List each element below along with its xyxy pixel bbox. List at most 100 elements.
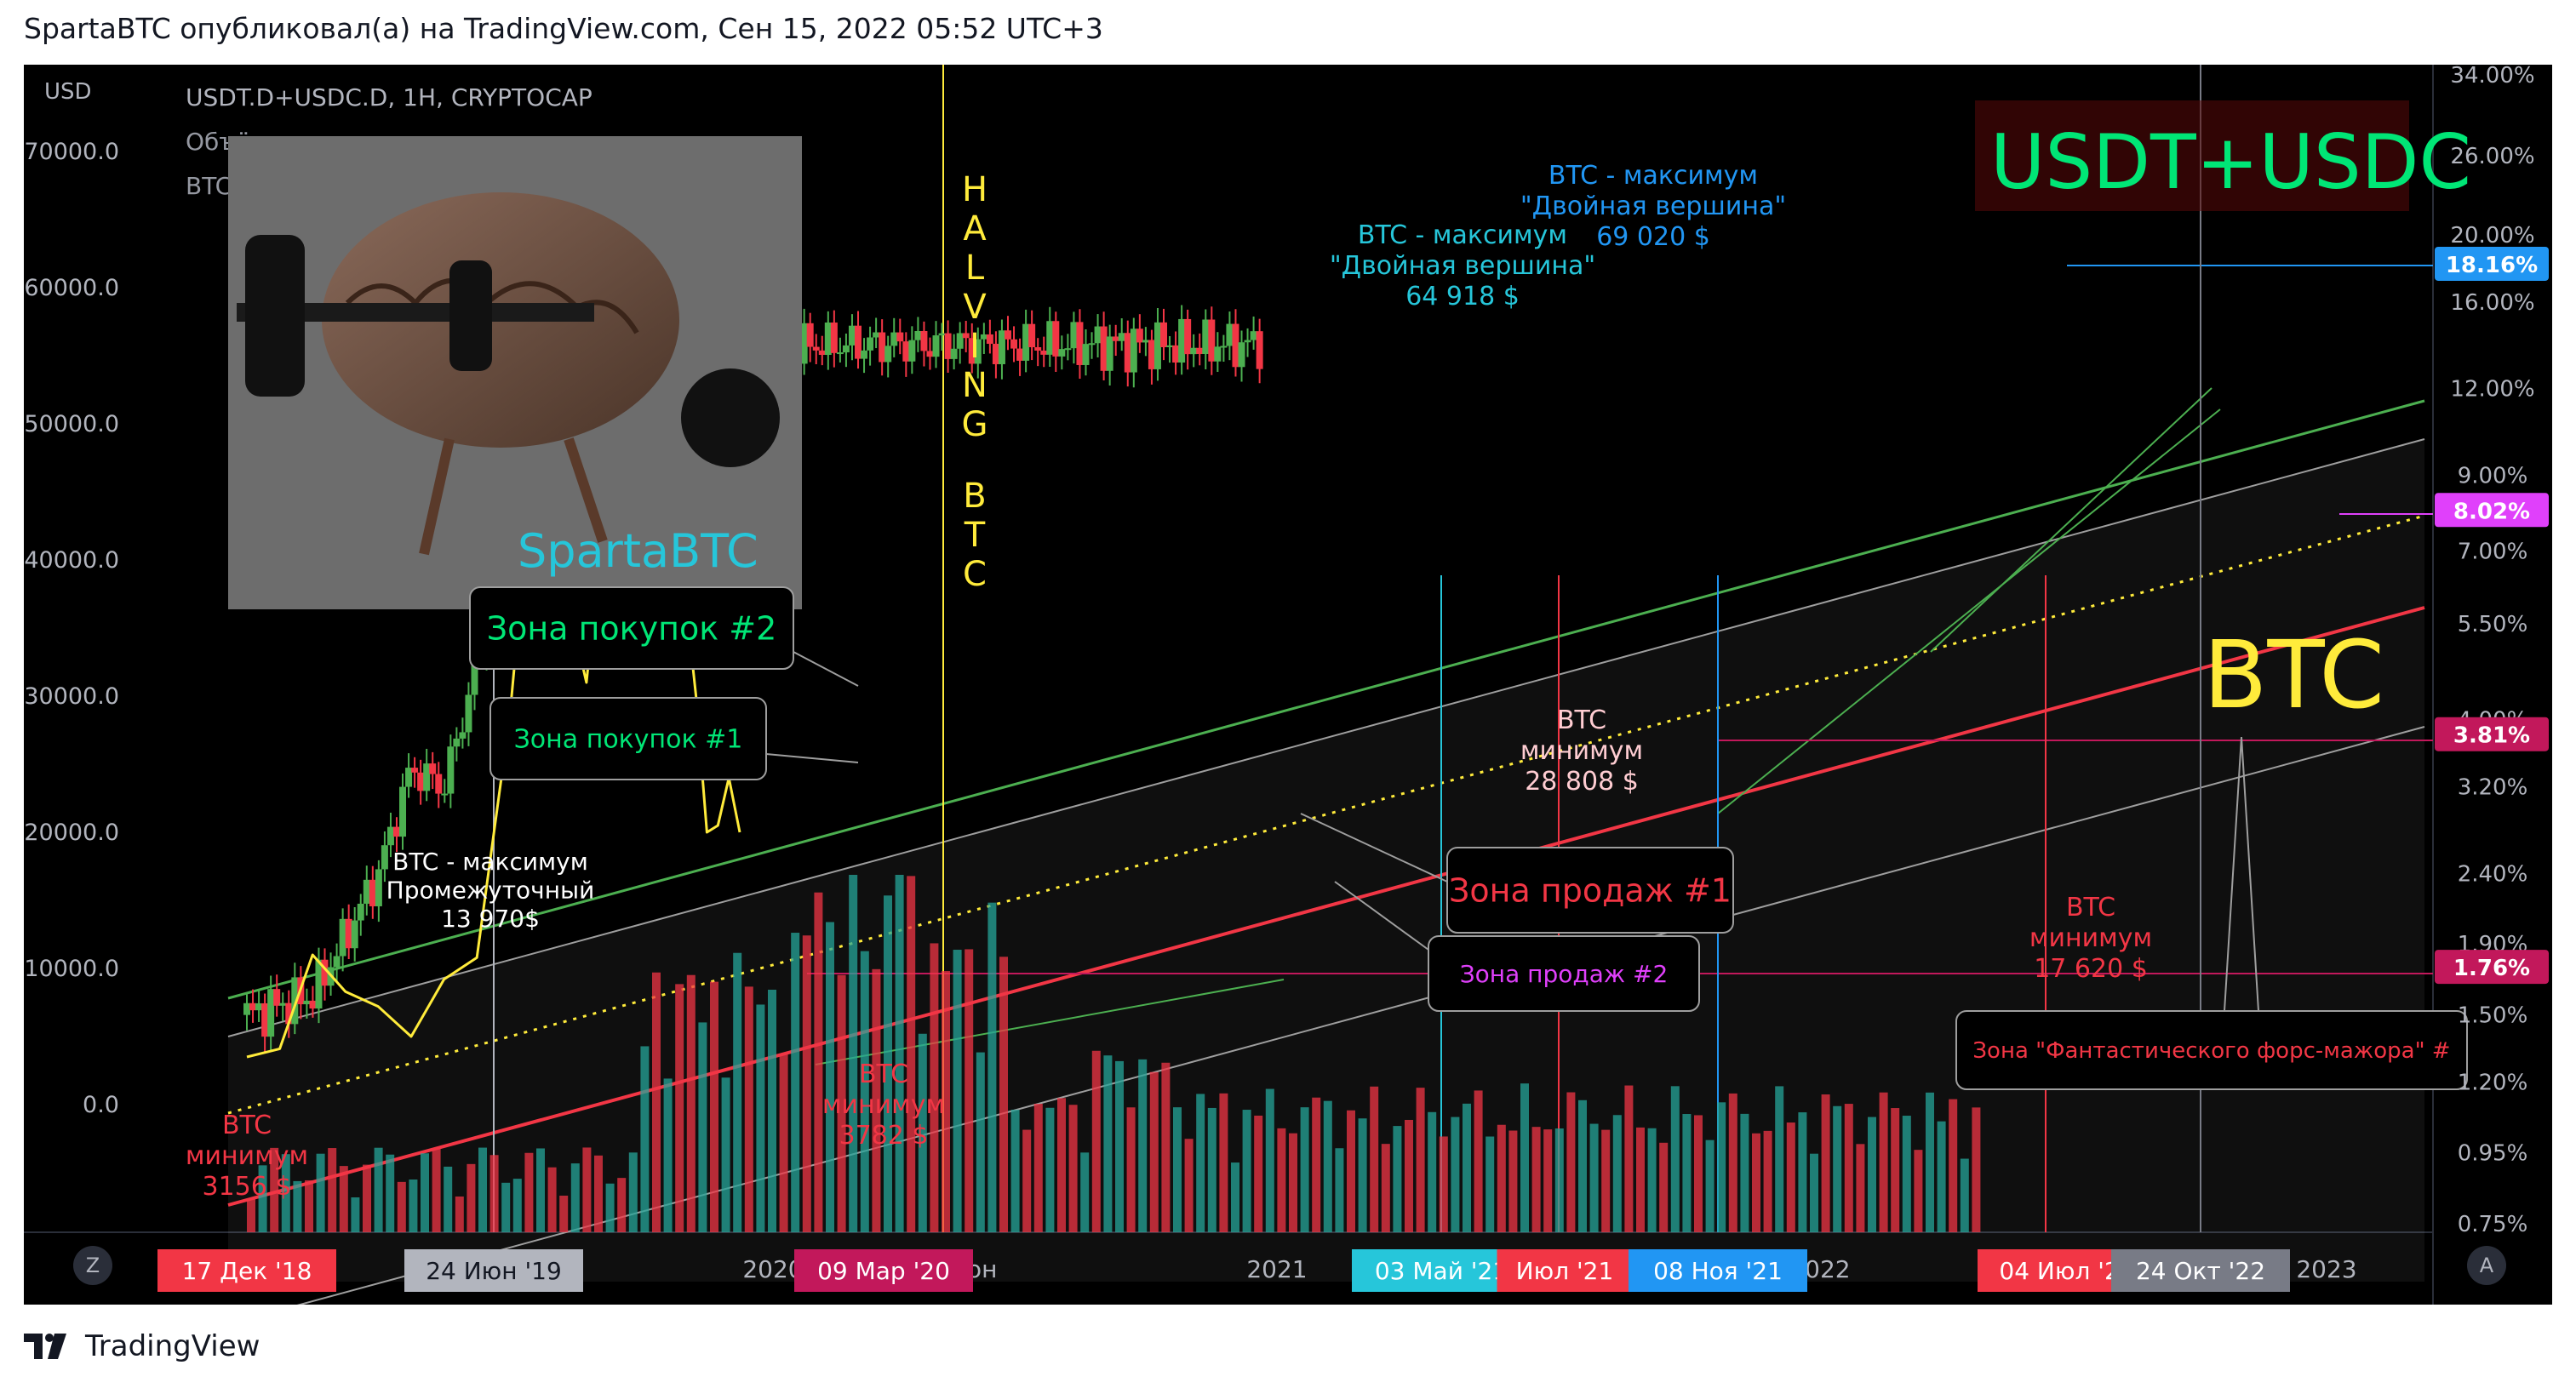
volume-bar [1926, 1092, 1934, 1232]
sell-zone-2-label: Зона продаж #2 [1460, 960, 1669, 988]
volume-bar [1752, 1133, 1760, 1232]
author-name-label: SpartaBTC [518, 524, 758, 578]
candle-body [1214, 346, 1222, 362]
usdt-title-box [1975, 100, 2409, 211]
date-tag [1497, 1249, 1633, 1292]
volume-bar [1485, 1136, 1495, 1232]
volume-bar [895, 875, 904, 1232]
btc-max-double-top-2-label: BTC - максимум [1548, 161, 1758, 191]
candle-body [267, 989, 275, 1037]
autoscale-right-button[interactable]: A [2467, 1246, 2506, 1285]
volume-bar [247, 1198, 255, 1232]
candle-body [1106, 336, 1113, 371]
volume-bar [953, 950, 962, 1232]
candle-body [914, 330, 922, 340]
volume-bar [1833, 1105, 1842, 1232]
candle-body [879, 332, 886, 363]
candle-body [974, 339, 982, 364]
volume-bar [547, 1167, 557, 1232]
volume-bar [1393, 1126, 1402, 1232]
autoscale-left-button[interactable]: Z [73, 1246, 112, 1285]
forcemajeure-zone-label: Зона "Фантастического форс-мажора" # [1972, 1038, 2450, 1064]
volume-bar [791, 933, 800, 1232]
date-tag-label: 09 Мар '20 [817, 1257, 950, 1285]
volume-bar [1949, 1099, 1958, 1232]
candle-body [435, 774, 443, 794]
channel-lower-red [227, 606, 2425, 1207]
btc-min-28808-label: минимум [1520, 736, 1643, 766]
candle-body [1196, 347, 1204, 355]
candle-body [1040, 351, 1048, 355]
left-axis-tick: 40000.0 [24, 547, 119, 574]
volume-bar [501, 1182, 511, 1232]
volume-bar [1149, 1071, 1159, 1232]
x-axis-tick: 2020 [742, 1255, 803, 1283]
right-axis-tick: 1.50% [2458, 1003, 2528, 1029]
btc-min-3156-label: минимум [186, 1141, 308, 1171]
volume-bar [675, 984, 684, 1232]
candle-body [1148, 340, 1155, 369]
candle-body [1166, 345, 1174, 347]
candle-body [465, 694, 472, 733]
candle-body [405, 768, 413, 787]
a-label: A [2479, 1254, 2494, 1277]
candle-body [1016, 348, 1024, 361]
candle-body [351, 920, 358, 949]
volume-bar [814, 892, 823, 1232]
right-axis-tick: 7.00% [2458, 539, 2528, 564]
candle-body [842, 345, 850, 353]
right-axis-tick: 3.20% [2458, 774, 2528, 800]
dumbbell-plate-right [449, 260, 492, 371]
volume-bar [1207, 1107, 1216, 1232]
candle-body [315, 959, 323, 1009]
channel-fill [228, 439, 2424, 1282]
date-tag-label: Июл '21 [1516, 1257, 1614, 1285]
right-axis-tick: 26.00% [2450, 144, 2534, 169]
volume-bar [270, 1147, 279, 1232]
date-tag [157, 1249, 336, 1292]
x-axis-tick: 2021 [1246, 1255, 1307, 1283]
volume-bar [1659, 1142, 1669, 1232]
volume-bar [918, 1033, 927, 1232]
halving-letter: L [965, 248, 985, 288]
volume-bar [663, 1078, 673, 1232]
volume-bar [421, 1153, 429, 1232]
volume-bar [1057, 1098, 1066, 1232]
left-axis-tick: 20000.0 [24, 820, 119, 846]
candle-body [375, 869, 382, 906]
candle-body [1094, 326, 1102, 344]
right-axis-tick: 5.50% [2458, 612, 2528, 637]
price-highlight-label: 8.02% [2453, 499, 2530, 524]
candle-body [818, 350, 826, 356]
volume-bar [1033, 1104, 1043, 1232]
candle-body [1184, 318, 1192, 355]
candle-body [1124, 333, 1131, 373]
buy-zone-1-label: Зона покупок #1 [514, 725, 743, 755]
volume-bar [733, 952, 742, 1232]
candle-body [1232, 323, 1239, 368]
candle-body [453, 738, 461, 747]
btc-min-28808-label: BTC [1557, 705, 1606, 735]
volume-bar [1566, 1092, 1576, 1232]
candle-body [386, 826, 394, 846]
left-axis-tick: 0.0 [83, 1092, 119, 1118]
candle-body [938, 333, 946, 336]
right-axis-tick: 2.40% [2458, 861, 2528, 887]
volume-bar [1902, 1116, 1911, 1232]
volume-bar [942, 971, 950, 1232]
candle-body [1046, 321, 1054, 355]
candle-body [890, 332, 898, 346]
volume-bar [1439, 1136, 1448, 1232]
left-unit-label: USD [44, 79, 92, 105]
volume-bar [1080, 1152, 1090, 1232]
volume-bar [1184, 1139, 1194, 1232]
candle-body [873, 332, 880, 338]
volume-bar [1589, 1123, 1599, 1232]
volume-bar [374, 1147, 383, 1232]
volume-bar [860, 951, 869, 1232]
volume-bar [1636, 1127, 1645, 1232]
volume-bar [1624, 1085, 1634, 1232]
candle-body [800, 323, 808, 364]
